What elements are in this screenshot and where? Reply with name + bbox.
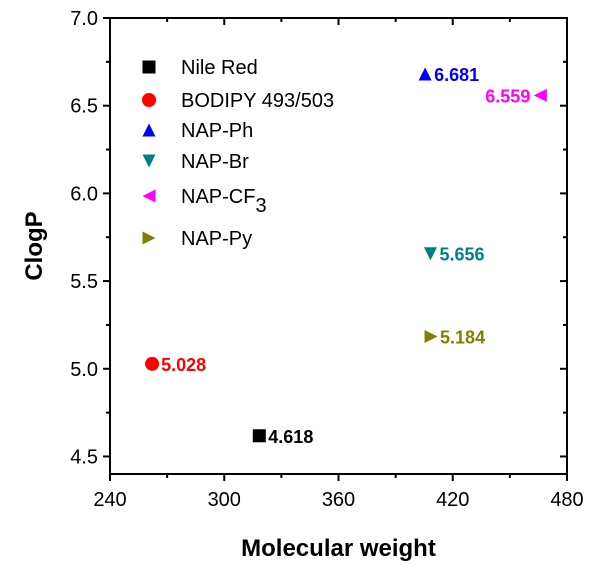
y-tick-label: 4.5	[70, 446, 98, 468]
legend-label: NAP-Br	[181, 151, 249, 173]
legend-label: NAP-Py	[181, 228, 252, 250]
x-axis-ticks: 240 300 360 420 480	[93, 18, 584, 511]
y-tick-label: 6.0	[70, 183, 98, 205]
data-point	[418, 67, 432, 81]
data-label: 6.559	[485, 86, 530, 106]
data-label: 5.656	[439, 245, 484, 265]
data-point	[252, 429, 266, 443]
x-tick-label: 240	[93, 489, 126, 511]
legend-label: NAP-CF3	[181, 186, 267, 217]
legend-label-subscript: 3	[255, 195, 266, 217]
legend-marker	[142, 189, 156, 203]
legend-label: NAP-Ph	[181, 120, 253, 142]
y-tick-label: 6.5	[70, 96, 98, 118]
legend-label: BODIPY 493/503	[181, 90, 334, 112]
x-tick-label: 360	[322, 489, 355, 511]
data-points: 4.618 5.028 6.681 5.656 6.559 5.184	[145, 65, 547, 447]
legend-marker	[142, 93, 156, 107]
legend-marker	[142, 231, 156, 245]
x-tick-label: 480	[550, 489, 583, 511]
y-tick-label: 7.0	[70, 8, 98, 30]
x-tick-label: 420	[436, 489, 469, 511]
legend-marker	[142, 60, 156, 74]
data-label: 6.681	[434, 65, 479, 85]
data-point	[424, 329, 438, 343]
data-point	[145, 356, 160, 371]
y-tick-label: 5.5	[70, 271, 98, 293]
data-point	[533, 88, 547, 102]
y-axis-title: ClogP	[21, 211, 48, 280]
data-label: 4.618	[268, 427, 313, 447]
legend: Nile Red BODIPY 493/503 NAP-Ph NAP-Br NAP-CF…	[142, 57, 334, 250]
legend-label: Nile Red	[181, 57, 258, 79]
x-tick-label: 300	[208, 489, 241, 511]
data-point	[423, 247, 437, 261]
y-tick-label: 5.0	[70, 359, 98, 381]
data-label: 5.028	[161, 355, 206, 375]
data-label: 5.184	[440, 327, 485, 347]
y-axis-ticks: 4.5 5.0 5.5 6.0 6.5 7.0	[70, 8, 567, 468]
x-axis-title: Molecular weight	[241, 535, 436, 562]
legend-marker	[142, 123, 156, 137]
legend-marker	[142, 154, 156, 168]
